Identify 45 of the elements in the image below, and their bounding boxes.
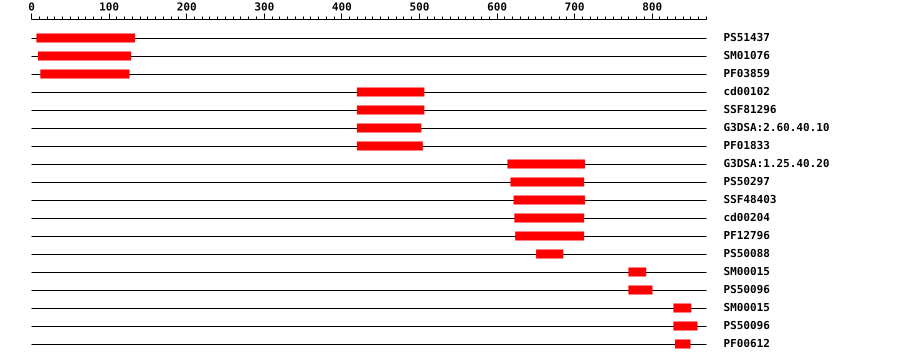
x-tick-label: 200: [176, 0, 197, 14]
y-tick-label: SSF48403: [724, 193, 776, 206]
bar: [510, 178, 584, 186]
bar: [628, 268, 646, 276]
y-tick-label: cd00204: [724, 211, 770, 224]
bar: [673, 304, 692, 312]
y-tick-label: SM01076: [724, 49, 770, 62]
bar: [38, 52, 132, 60]
y-tick-label: PF00612: [724, 337, 770, 350]
y-tick-label: PF03859: [724, 67, 770, 80]
y-tick-label: PS50088: [724, 247, 770, 260]
y-tick-label: PF01833: [724, 139, 770, 152]
y-tick-label: SM00015: [724, 301, 770, 314]
y-tick-label: PS51437: [724, 31, 770, 44]
bar: [515, 232, 584, 240]
bar: [36, 34, 135, 42]
x-tick-label: 800: [642, 0, 662, 14]
y-tick-label: SSF81296: [724, 103, 777, 116]
x-tick-label: 100: [99, 0, 120, 14]
bar: [514, 214, 584, 222]
bar: [356, 106, 424, 114]
y-tick-label: cd00102: [724, 85, 770, 98]
bar: [356, 142, 423, 150]
y-tick-label: PF12796: [724, 229, 770, 242]
x-tick-label: 600: [487, 0, 507, 14]
bar: [40, 70, 130, 78]
bar: [674, 340, 690, 348]
y-tick-label: SM00015: [724, 265, 770, 278]
x-tick-label: 300: [254, 0, 274, 14]
x-tick-label: 0: [28, 0, 35, 14]
y-tick-label: PS50096: [724, 283, 770, 296]
bar: [356, 124, 422, 132]
y-tick-label: PS50096: [724, 319, 770, 332]
x-tick-label: 400: [332, 0, 352, 14]
x-tick-label: 700: [564, 0, 585, 14]
y-tick-label: G3DSA:1.25.40.20: [724, 157, 830, 170]
bar: [536, 250, 564, 258]
bar: [356, 88, 424, 96]
bar: [514, 196, 585, 204]
y-tick-label: G3DSA:2.60.40.10: [724, 121, 830, 134]
bar: [507, 160, 585, 168]
bar: [673, 322, 698, 330]
x-tick-label: 500: [409, 0, 430, 14]
y-tick-label: PS50297: [724, 175, 770, 188]
bar: [628, 286, 652, 294]
